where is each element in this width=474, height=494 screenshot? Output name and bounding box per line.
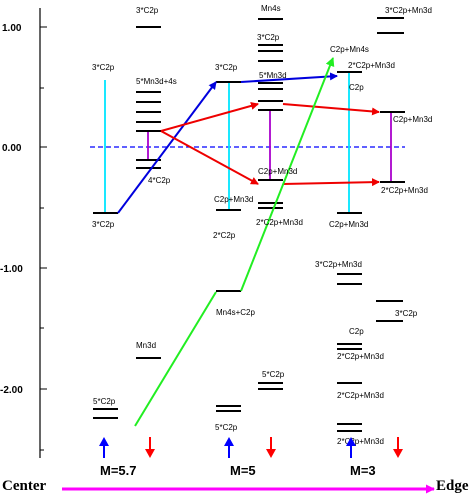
spin-up-arrow-2 xyxy=(224,437,234,458)
orbital-label: 3*C2p+Mn3d xyxy=(385,6,432,15)
orbital-label: 2*C2p+Mn3d xyxy=(381,186,428,195)
orbital-label: Mn4s+C2p xyxy=(216,308,255,317)
orbital-label: 2*C2p+Mn3d xyxy=(337,352,384,361)
spin-down-arrow-2 xyxy=(266,437,276,458)
tick-label-m1: -1.00 xyxy=(0,264,23,275)
orbital-label: C2p+Mn3d xyxy=(258,167,297,176)
orbital-label: 2*C2p+Mn3d xyxy=(256,218,303,227)
spin-down-arrow-1 xyxy=(145,437,155,458)
green-arrow xyxy=(240,57,335,292)
tick-label-m2: -2.00 xyxy=(0,385,23,396)
orbital-label: 5*Mn3d+4s xyxy=(136,77,177,86)
tick-label-0: 0.00 xyxy=(2,143,22,154)
tick-label-1: 1.00 xyxy=(2,23,22,34)
orbital-label: 2*C2p xyxy=(213,231,236,240)
orbital-label: 3*C2p xyxy=(136,6,159,15)
orbital-label: 5*C2p xyxy=(215,423,238,432)
orbital-label: 5*C2p xyxy=(93,397,116,406)
orbital-label: C2p xyxy=(349,327,364,336)
orbital-label: C2p+Mn4s xyxy=(330,45,369,54)
orbital-label: 5*Mn3d xyxy=(259,71,287,80)
red-arrow xyxy=(160,130,259,185)
orbital-label: 3*C2p xyxy=(92,63,115,72)
orbital-label: 3*C2p xyxy=(257,33,280,42)
orbital-label: C2p+Mn3d xyxy=(393,115,432,124)
spin-arrows xyxy=(99,437,403,458)
spin-up-arrow-3 xyxy=(346,437,356,458)
orbital-label: 3*C2p xyxy=(395,309,418,318)
spin-down-arrow-3 xyxy=(393,437,403,458)
orbital-label: 5*C2p xyxy=(262,370,285,379)
orbital-label: 2*C2p+Mn3d xyxy=(337,391,384,400)
orbital-label: Mn3d xyxy=(136,341,156,350)
y-axis: 1.00 0.00 -1.00 -2.00 xyxy=(0,8,47,458)
column-label-m5: M=5 xyxy=(230,463,256,478)
red-arrow xyxy=(160,102,259,132)
spin-up-arrow-1 xyxy=(99,437,109,458)
orbital-label: C2p xyxy=(349,83,364,92)
edge-label: Edge xyxy=(436,478,469,494)
orbital-label: 3*C2p xyxy=(92,220,115,229)
red-arrow xyxy=(282,103,380,116)
orbital-label: 2*C2p+Mn3d xyxy=(337,437,384,446)
transition-bars xyxy=(104,72,392,213)
orbital-label: C2p+Mn3d xyxy=(329,220,368,229)
green-arrow xyxy=(134,291,217,427)
transition-arrows xyxy=(117,57,380,427)
center-label: Center xyxy=(2,478,46,494)
energy-levels xyxy=(93,17,405,432)
blue-arrow xyxy=(240,72,338,83)
red-arrow xyxy=(282,178,380,187)
orbital-label: 4*C2p xyxy=(148,176,171,185)
column-label-m57: M=5.7 xyxy=(100,463,137,478)
center-edge-axis: Center Edge xyxy=(2,478,469,494)
orbital-label: 3*C2p+Mn3d xyxy=(315,260,362,269)
orbital-labels: 3*C2p 3*C2p 5*Mn3d+4s 4*C2p Mn3d 5*C2p M… xyxy=(92,4,432,446)
column-label-m3: M=3 xyxy=(350,463,376,478)
blue-arrow xyxy=(117,81,217,214)
orbital-label: Mn4s xyxy=(261,4,281,13)
orbital-label: 3*C2p xyxy=(215,63,238,72)
orbital-label: C2p+Mn3d xyxy=(214,195,253,204)
orbital-label: 2*C2p+Mn3d xyxy=(348,61,395,70)
